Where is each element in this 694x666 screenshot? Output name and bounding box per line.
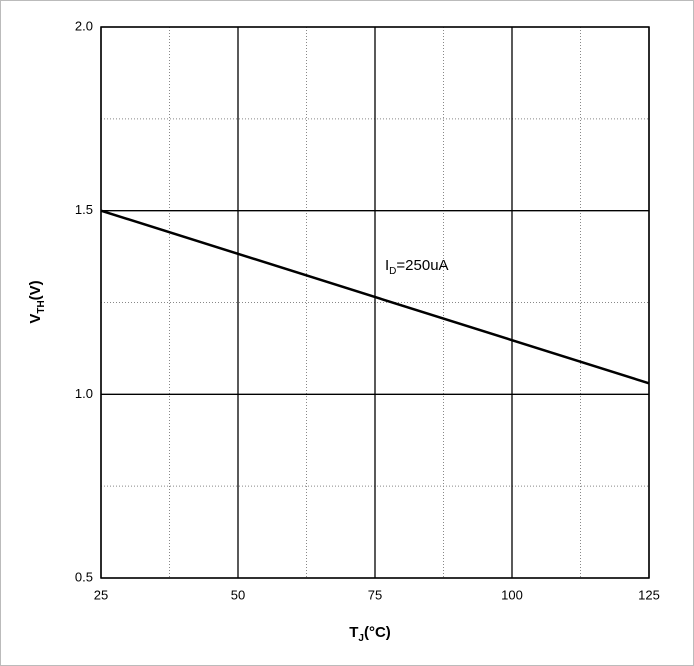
- y-tick-label: 1.0: [75, 386, 93, 401]
- frame: [1, 1, 694, 666]
- x-label-main: T: [349, 624, 358, 641]
- y-label-sub: TH: [36, 300, 47, 313]
- y-tick-label: 0.5: [75, 569, 93, 584]
- x-tick-label: 50: [231, 587, 245, 602]
- annotation-sub: D: [389, 266, 396, 277]
- annotation-rest: =250uA: [396, 257, 448, 274]
- x-tick-label: 125: [638, 587, 660, 602]
- y-tick-label: 2.0: [75, 18, 93, 33]
- x-tick-label: 100: [501, 587, 523, 602]
- x-axis-label: TJ(°C): [349, 624, 391, 644]
- x-label-rest: (°C): [364, 624, 391, 641]
- y-label-rest: (V): [27, 280, 44, 300]
- x-tick-label: 25: [94, 587, 108, 602]
- y-tick-label: 1.5: [75, 202, 93, 217]
- x-tick-label: 75: [368, 587, 382, 602]
- chart: TJ(°C) VTH(V) ID=250uA 2550751001250.51.…: [0, 0, 694, 666]
- y-label-main: V: [27, 314, 44, 324]
